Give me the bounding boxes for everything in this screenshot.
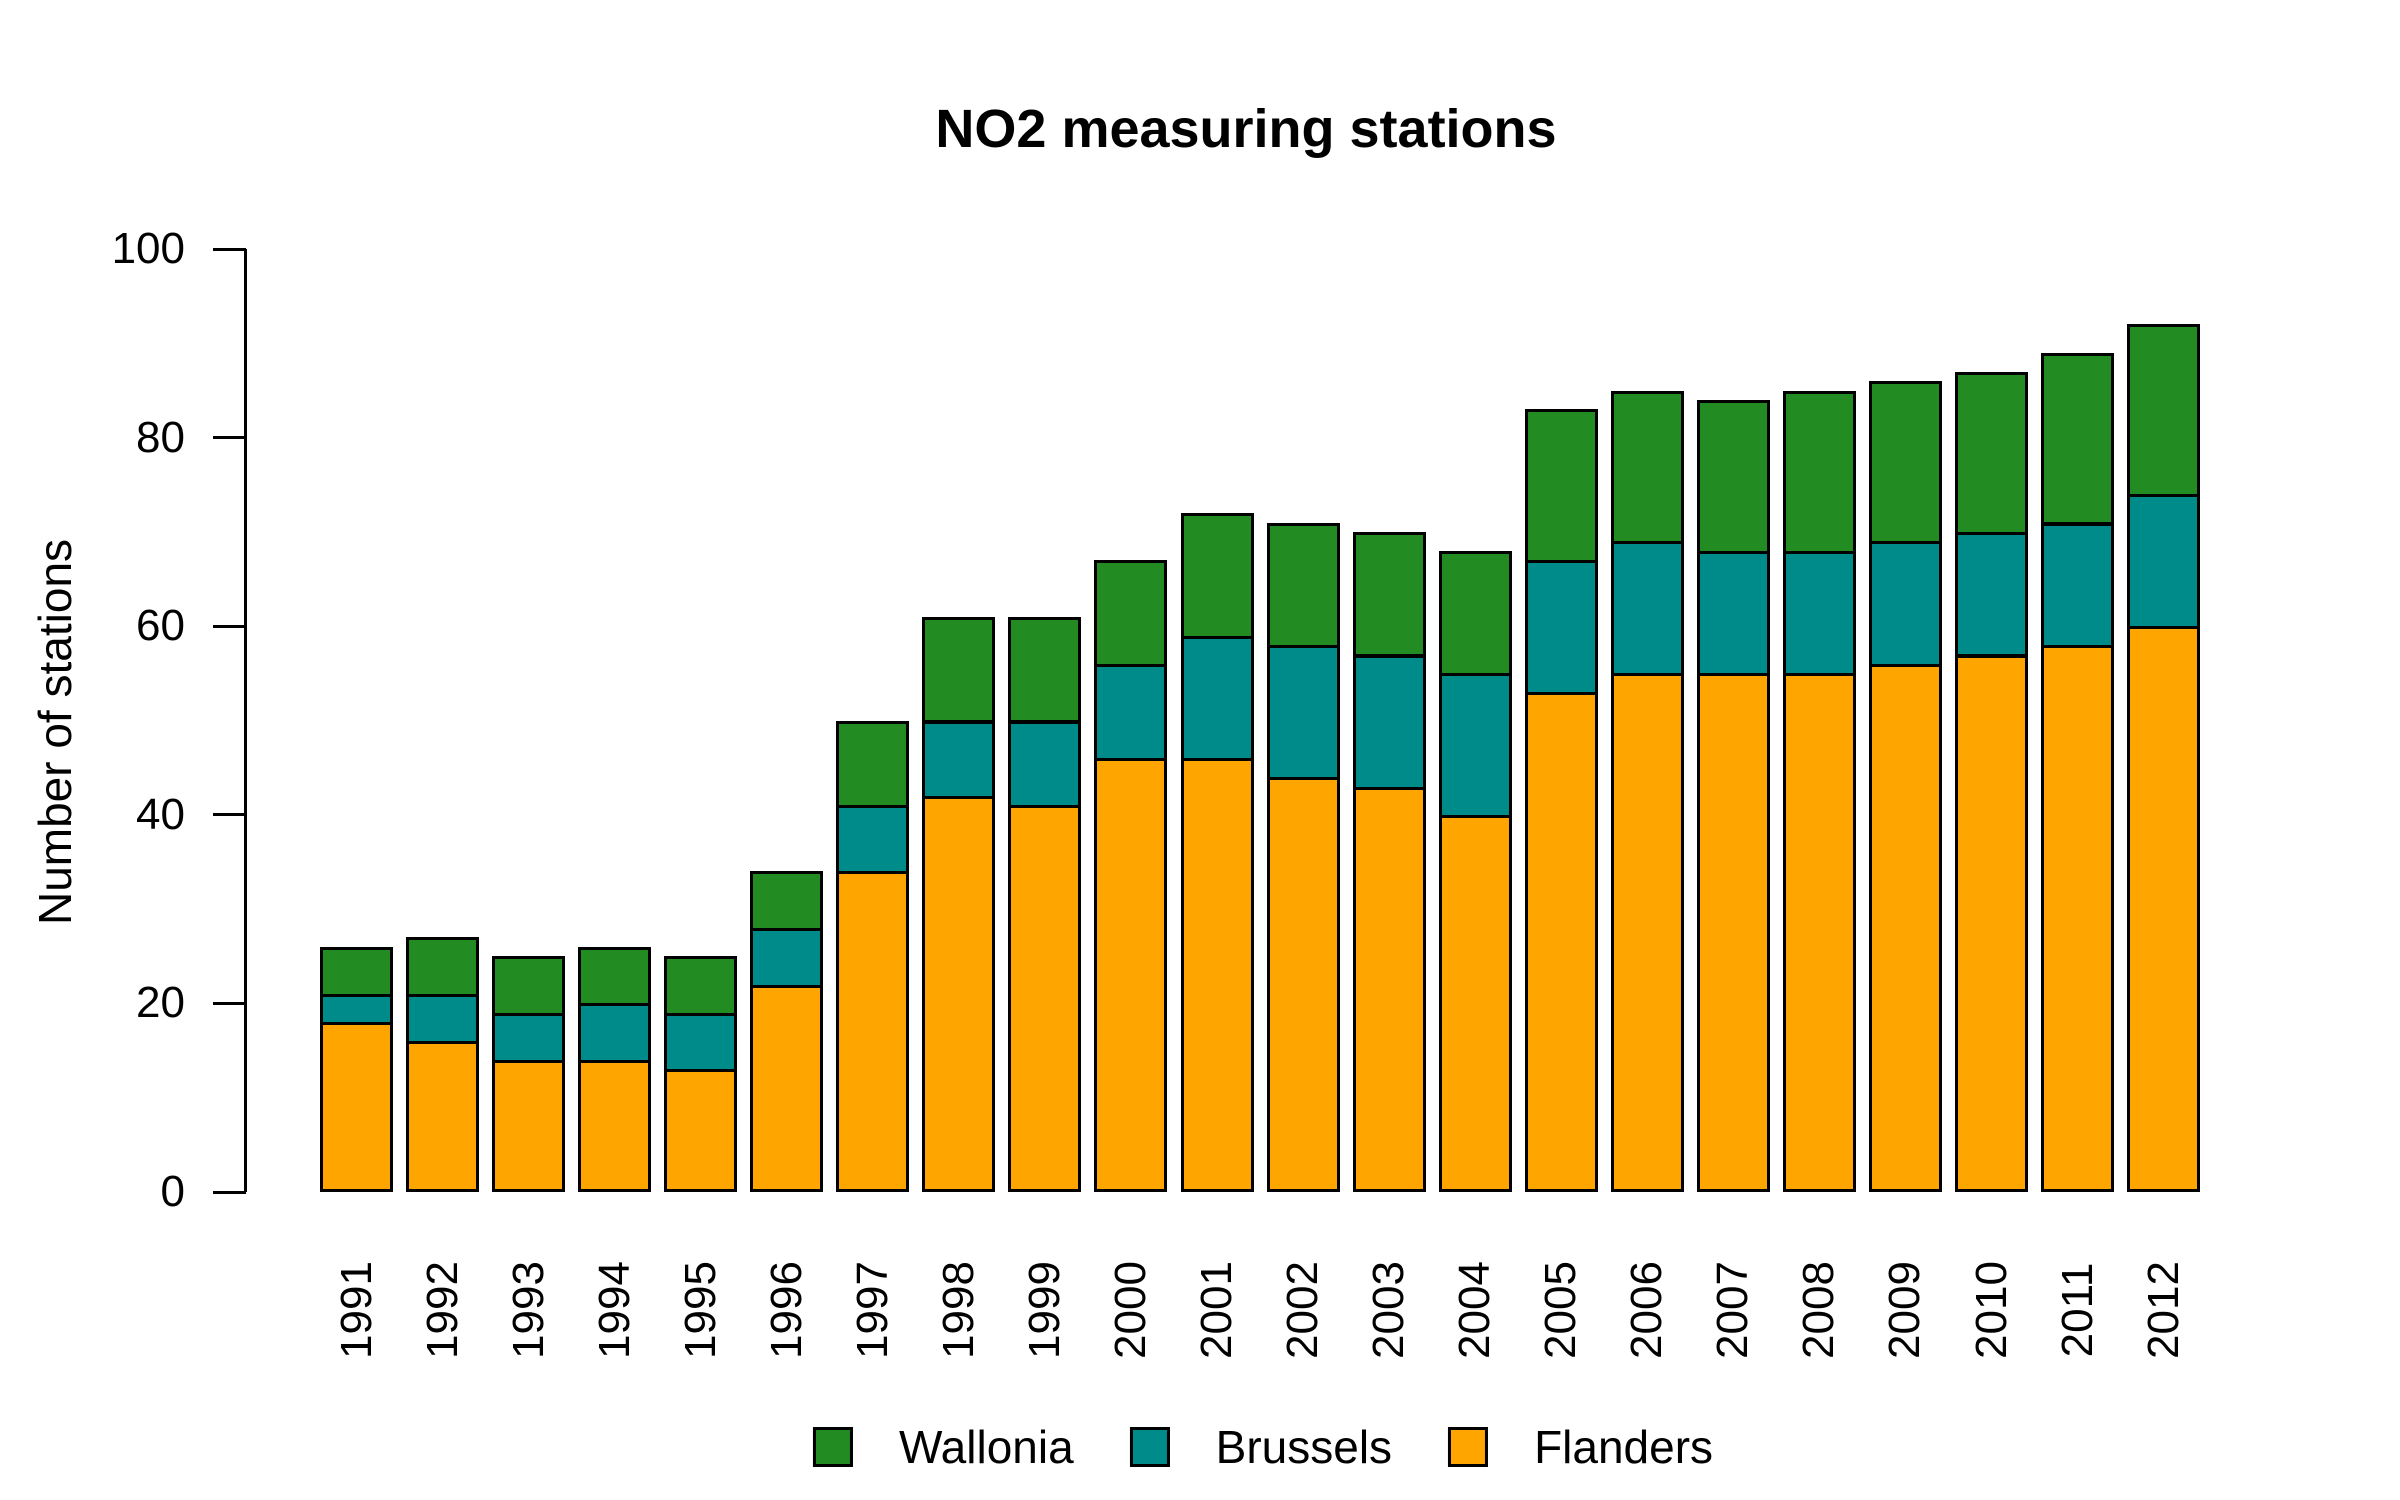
bar-1996-wallonia — [750, 871, 824, 931]
y-axis-tick — [213, 625, 246, 628]
bar-1993-wallonia — [492, 956, 566, 1016]
bar-1995-wallonia — [664, 956, 738, 1016]
x-axis-label: 2005 — [1536, 1261, 1586, 1359]
bar-2002-flanders — [1266, 777, 1340, 1192]
x-axis-label: 2001 — [1192, 1261, 1241, 1359]
x-axis-label: 2011 — [2052, 1262, 2102, 1358]
bar-2009-brussels — [1868, 541, 1942, 667]
legend-label-brussels: Brussels — [1215, 1421, 1393, 1473]
bar-2006-wallonia — [1610, 390, 1684, 545]
x-axis-label: 2008 — [1794, 1261, 1844, 1359]
legend-label-flanders: Flanders — [1534, 1421, 1714, 1473]
bar-1991-wallonia — [320, 946, 393, 997]
bar-2004-brussels — [1438, 673, 1512, 818]
x-axis-label: 1998 — [933, 1261, 983, 1359]
bar-1999-wallonia — [1008, 616, 1082, 724]
x-axis-label: 1993 — [503, 1261, 553, 1359]
bar-1996-flanders — [750, 984, 824, 1192]
legend-label-wallonia: Wallonia — [898, 1421, 1074, 1473]
bar-2001-flanders — [1180, 758, 1254, 1192]
x-axis-label: 1992 — [417, 1261, 467, 1359]
y-axis-tick — [213, 248, 246, 251]
x-axis-label: 1995 — [675, 1261, 725, 1359]
bar-2011-wallonia — [2041, 352, 2114, 526]
bar-2012-wallonia — [2127, 324, 2201, 498]
y-axis-tick-label: 20 — [136, 978, 185, 1027]
bar-1998-wallonia — [922, 616, 996, 724]
x-axis-label: 1991 — [331, 1261, 381, 1359]
bar-1998-flanders — [922, 795, 996, 1192]
bar-2007-brussels — [1696, 550, 1770, 677]
y-axis-tick-label: 60 — [136, 601, 185, 650]
x-axis-label: 2006 — [1622, 1261, 1672, 1359]
y-axis-tick-label: 0 — [160, 1167, 185, 1216]
legend-swatch-flanders — [1448, 1427, 1489, 1467]
bar-2004-wallonia — [1438, 550, 1512, 677]
bar-2006-flanders — [1610, 673, 1684, 1192]
bar-1998-brussels — [922, 720, 996, 799]
x-axis-label: 2004 — [1450, 1261, 1500, 1359]
bar-2010-wallonia — [1955, 371, 2028, 535]
x-axis-label: 1996 — [761, 1261, 811, 1359]
legend-swatch-brussels — [1129, 1427, 1170, 1467]
bar-1992-wallonia — [406, 937, 480, 997]
bar-2008-flanders — [1782, 673, 1856, 1192]
bar-2003-flanders — [1352, 786, 1426, 1192]
x-axis-label: 2012 — [2138, 1261, 2188, 1359]
bar-1999-flanders — [1008, 805, 1082, 1192]
bar-2007-wallonia — [1696, 399, 1770, 554]
bar-2003-wallonia — [1352, 531, 1426, 658]
x-axis-label: 2000 — [1105, 1261, 1155, 1359]
legend-item-wallonia: Wallonia — [812, 1421, 1074, 1473]
y-axis-tick-label: 40 — [136, 790, 185, 839]
bar-2004-flanders — [1438, 814, 1512, 1192]
bar-2009-wallonia — [1868, 381, 1942, 545]
x-axis-label: 2002 — [1278, 1261, 1327, 1359]
bar-2003-brussels — [1352, 654, 1426, 790]
bar-2000-wallonia — [1094, 560, 1168, 667]
legend: Wallonia Brussels Flanders — [812, 1421, 1713, 1473]
bar-2011-brussels — [2041, 522, 2114, 649]
bar-1994-wallonia — [578, 946, 652, 1007]
bar-2005-flanders — [1524, 692, 1598, 1192]
bar-2012-brussels — [2127, 494, 2201, 630]
bar-1996-brussels — [750, 928, 824, 988]
y-axis-tick-label: 100 — [111, 224, 185, 273]
bar-1995-flanders — [664, 1069, 738, 1192]
x-axis-label: 2010 — [1966, 1261, 2016, 1359]
legend-swatch-wallonia — [812, 1427, 853, 1467]
y-axis-line — [244, 249, 247, 1192]
bar-2008-wallonia — [1782, 390, 1856, 554]
y-axis-tick — [213, 1002, 246, 1005]
x-axis-label: 2003 — [1364, 1261, 1414, 1359]
y-axis-tick — [213, 813, 246, 816]
x-axis-label: 1997 — [847, 1261, 897, 1359]
x-axis-label: 2007 — [1708, 1261, 1758, 1359]
bar-2001-wallonia — [1180, 513, 1254, 639]
bar-2007-flanders — [1696, 673, 1770, 1192]
legend-item-brussels: Brussels — [1129, 1421, 1393, 1473]
bar-2009-flanders — [1868, 663, 1942, 1192]
chart-title: NO2 measuring stations — [935, 99, 1557, 159]
y-axis-tick — [213, 1191, 246, 1194]
bar-2005-wallonia — [1524, 409, 1598, 564]
y-axis-tick-label: 80 — [136, 413, 185, 462]
bar-2005-brussels — [1524, 560, 1598, 696]
bar-1997-wallonia — [836, 720, 910, 809]
legend-item-flanders: Flanders — [1448, 1424, 1713, 1470]
bar-1992-flanders — [406, 1041, 480, 1192]
bar-2011-flanders — [2041, 645, 2114, 1192]
y-axis-tick — [213, 436, 246, 439]
bar-2002-wallonia — [1266, 522, 1340, 649]
x-axis-label: 1994 — [589, 1261, 639, 1359]
x-axis-label: 1999 — [1019, 1261, 1069, 1359]
x-axis-label: 2009 — [1880, 1261, 1930, 1359]
bar-1993-flanders — [492, 1060, 566, 1192]
bar-2008-brussels — [1782, 550, 1856, 677]
bar-1991-flanders — [320, 1022, 393, 1192]
